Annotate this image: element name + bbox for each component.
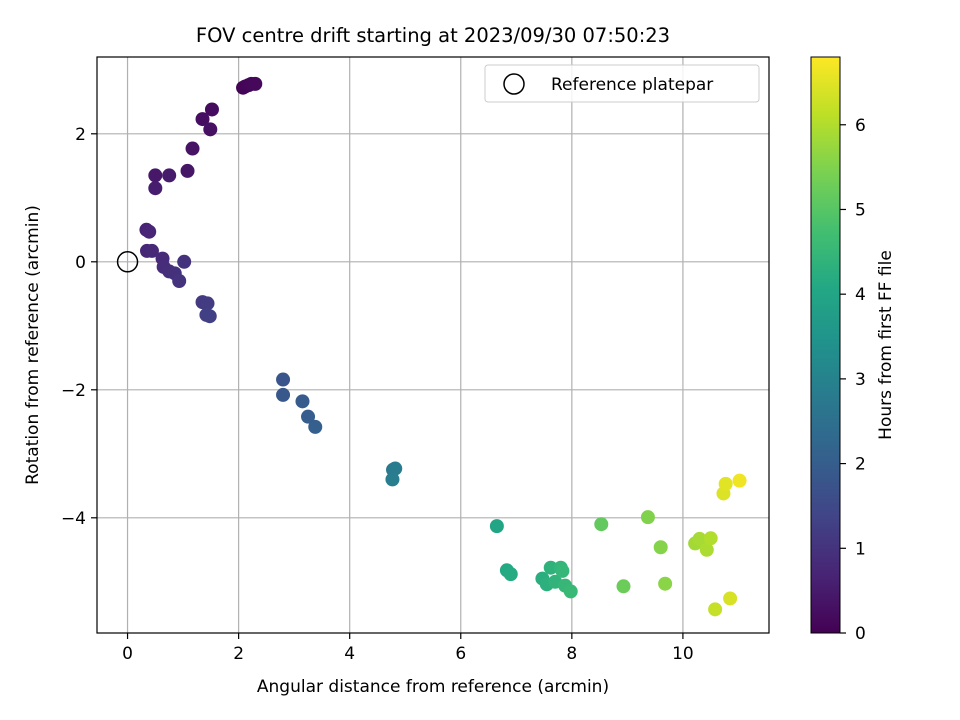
data-point: [301, 409, 316, 424]
data-point: [388, 461, 403, 476]
data-point: [162, 168, 177, 183]
data-point: [732, 473, 747, 488]
data-point: [385, 472, 400, 487]
data-point: [203, 122, 218, 137]
data-point: [185, 141, 200, 156]
data-point: [555, 563, 570, 578]
data-point: [723, 591, 738, 606]
colorbar-tick-label: 2: [855, 455, 866, 475]
colorbar: 0 1 2 3 4 5 6 Hours from first FF file: [810, 56, 896, 644]
data-point: [616, 579, 631, 594]
colorbar-tick-label: 0: [855, 624, 866, 644]
y-axis-ticks: −4 −2 0 2: [61, 125, 97, 529]
data-point: [718, 476, 733, 491]
data-point: [144, 243, 159, 258]
data-point: [177, 254, 192, 269]
chart-title: FOV centre drift starting at 2023/09/30 …: [196, 24, 670, 47]
colorbar-tick-label: 6: [855, 116, 866, 136]
data-point: [563, 584, 578, 599]
data-point: [703, 531, 718, 546]
data-point: [200, 296, 215, 311]
data-point: [248, 76, 263, 91]
colorbar-ticks: 0 1 2 3 4 5 6: [840, 116, 866, 644]
data-point: [172, 274, 187, 288]
x-axis-label: Angular distance from reference (arcmin): [257, 677, 609, 697]
data-point: [204, 102, 219, 117]
x-tick-label: 8: [566, 644, 577, 664]
legend-box: [484, 64, 760, 103]
data-point: [594, 517, 609, 532]
colorbar-gradient: [810, 56, 841, 634]
data-point: [543, 560, 558, 575]
colorbar-label: Hours from first FF file: [876, 250, 896, 440]
legend-marker-icon: [503, 73, 525, 95]
legend-entry-reference-platepar: Reference platepar: [551, 75, 713, 95]
data-point: [148, 168, 163, 183]
y-axis-label: Rotation from reference (arcmin): [23, 205, 43, 485]
colorbar-tick-label: 4: [855, 285, 866, 305]
x-tick-label: 4: [344, 644, 355, 664]
data-point: [276, 372, 291, 387]
data-point: [195, 112, 210, 127]
plot-frame: [96, 56, 770, 634]
colorbar-tick-label: 5: [855, 200, 866, 220]
data-points: [139, 76, 747, 617]
data-point: [180, 163, 195, 178]
data-point: [295, 394, 310, 409]
data-point: [658, 576, 673, 591]
legend: Reference platepar: [484, 64, 760, 103]
data-point: [308, 419, 323, 434]
y-tick-label: 0: [75, 253, 86, 273]
data-point: [142, 224, 157, 239]
y-tick-label: −2: [61, 381, 86, 401]
colorbar-tick-label: 3: [855, 370, 866, 390]
data-point: [503, 567, 518, 582]
x-tick-label: 6: [455, 644, 466, 664]
reference-platepar-marker: [116, 251, 139, 273]
grid-lines: [97, 57, 769, 633]
data-point: [708, 602, 723, 617]
x-tick-label: 0: [122, 644, 133, 664]
data-point: [640, 510, 655, 525]
x-tick-label: 2: [233, 644, 244, 664]
x-tick-label: 10: [672, 644, 694, 664]
x-axis-ticks: 0 2 4 6 8 10: [122, 633, 694, 664]
colorbar-tick-label: 1: [855, 539, 866, 559]
y-tick-label: 2: [75, 125, 86, 145]
data-point: [489, 519, 504, 534]
data-point: [692, 531, 707, 546]
data-point: [148, 181, 163, 196]
data-point: [276, 387, 291, 402]
data-point: [653, 540, 668, 555]
data-point: [699, 542, 714, 557]
y-tick-label: −4: [61, 509, 86, 529]
data-point: [202, 309, 217, 324]
